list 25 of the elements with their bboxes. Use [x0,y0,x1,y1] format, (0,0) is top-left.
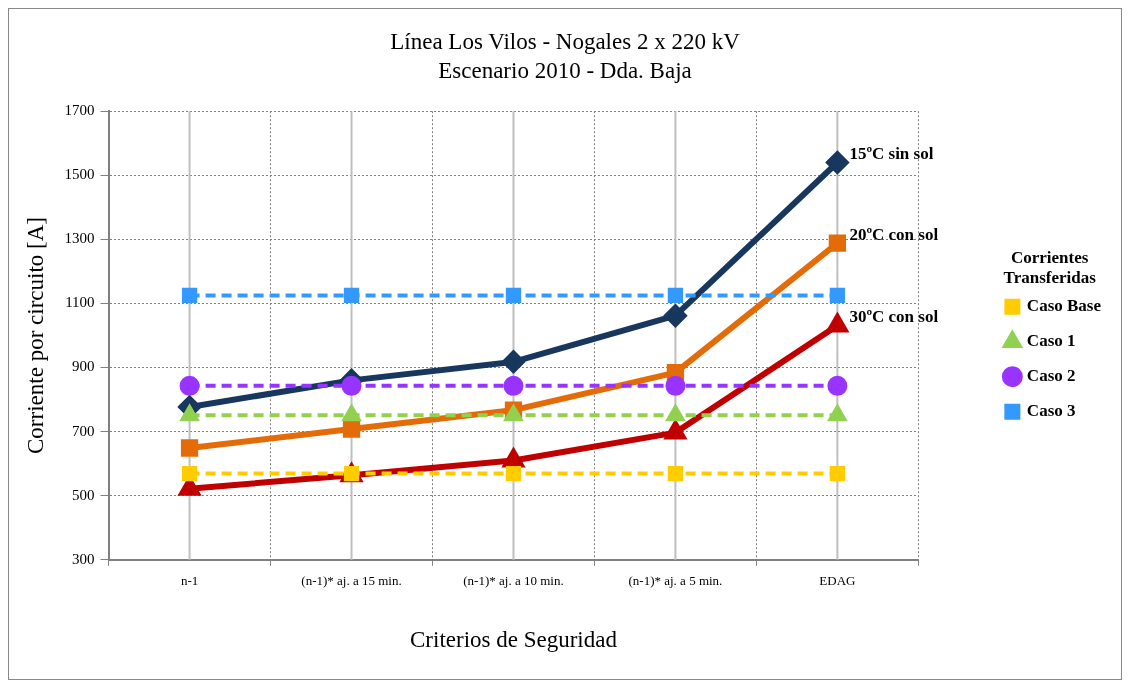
y-tick-label: 1700 [64,102,95,119]
legend-label: Caso 3 [1026,401,1076,421]
y-tick-label: 300 [72,550,95,567]
y-tick-label: 700 [72,422,95,439]
x-tick-label: (n-1)* aj. a 5 min. [628,573,723,589]
x-tick-label: (n-1)* aj. a 15 min. [301,573,402,589]
chart-title: Línea Los Vilos - Nogales 2 x 220 kV [390,28,741,54]
y-tick-label: 900 [72,358,95,375]
x-axis-title: Criterios de Seguridad [409,627,618,653]
series-label: 15ºC sin sol [849,143,934,163]
legend-label: Caso 1 [1026,331,1076,351]
y-tick-label: 1100 [65,294,95,311]
legend-title: Corrientes Transferidas [1003,247,1097,288]
series-label: 30ºC con sol [849,306,939,326]
y-axis-title: Corriente por circuito [A] [22,217,48,454]
series-label: 20ºC con sol [849,224,939,244]
legend-label: Caso Base [1026,296,1102,316]
y-tick-label: 1500 [64,166,95,183]
x-tick-label: EDAG [819,573,856,589]
x-tick-label: (n-1)* aj. a 10 min. [463,573,564,589]
y-tick-label: 1300 [64,230,95,247]
y-tick-label: 500 [72,486,95,503]
legend-label: Caso 2 [1026,366,1076,386]
chart-subtitle: Escenario 2010 - Dda. Baja [438,58,692,84]
x-tick-label: n-1 [180,573,199,589]
